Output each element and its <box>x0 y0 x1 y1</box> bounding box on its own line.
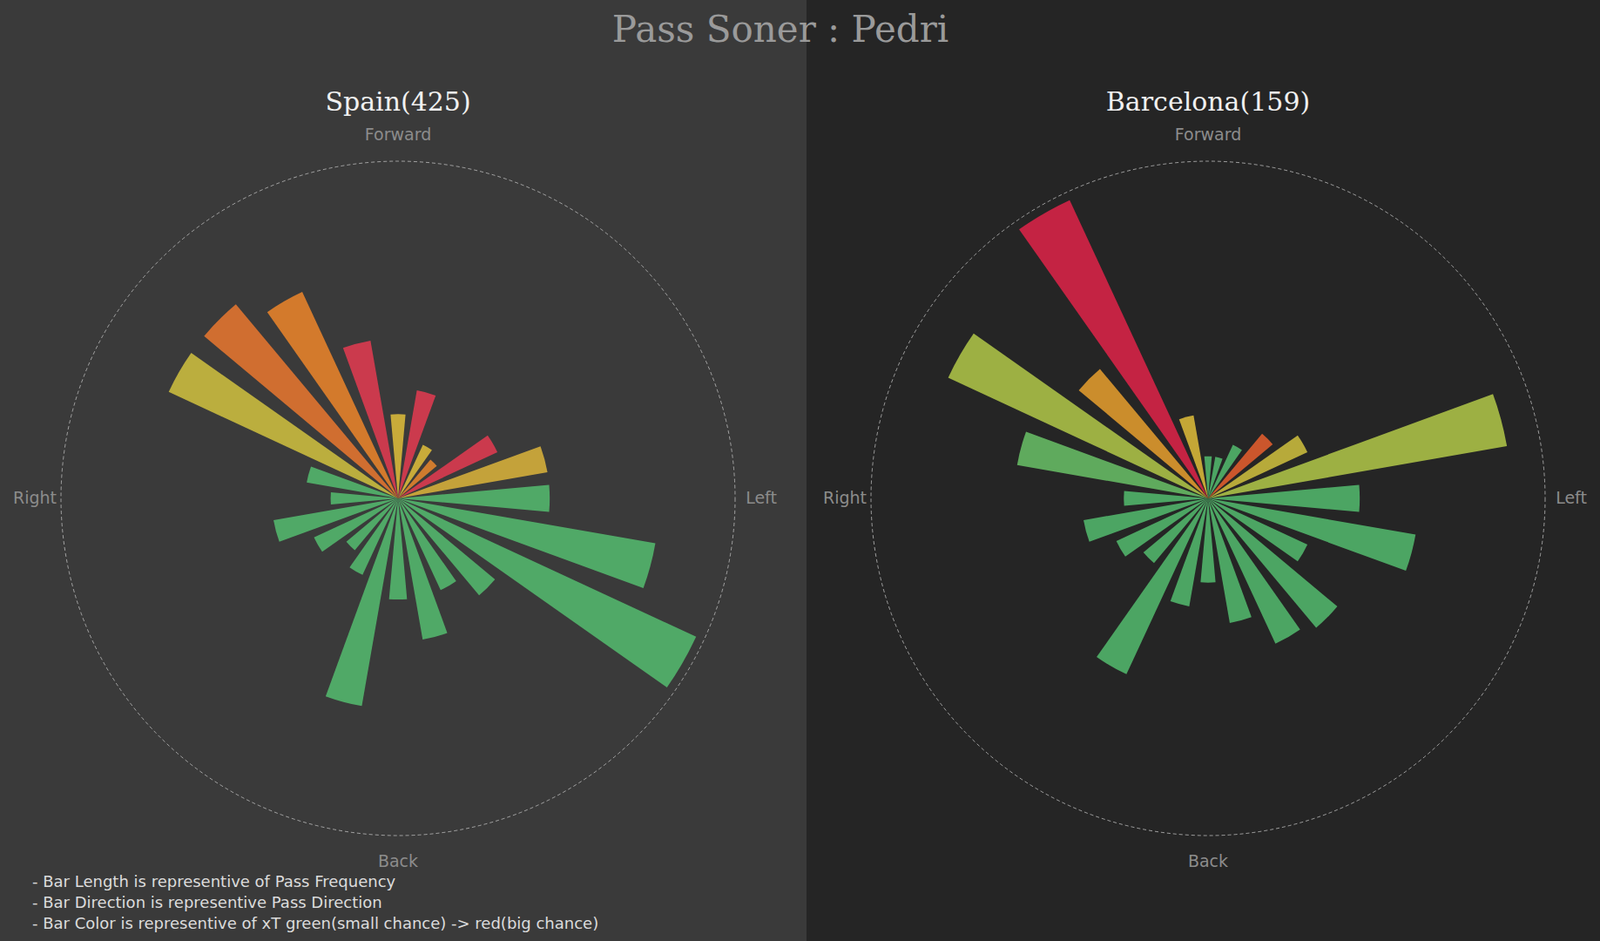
direction-label: Forward <box>364 124 432 144</box>
panel-title: Barcelona(159) <box>1106 86 1310 117</box>
direction-label: Right <box>823 487 867 507</box>
direction-label: Right <box>13 487 57 507</box>
panel-bg <box>0 0 807 941</box>
page: Pass Soner : Pedri Forward Left Back Right Sp… <box>0 0 1600 941</box>
bars <box>948 200 1507 675</box>
direction-label: Left <box>1555 487 1587 507</box>
direction-label: Forward <box>1174 124 1242 144</box>
sonar-bar <box>343 340 399 499</box>
sonar: Forward Left Back Right Spain(425) <box>13 86 777 871</box>
sonar-bar <box>398 498 696 688</box>
sonar-bar <box>398 498 448 640</box>
bars <box>168 291 697 706</box>
direction-label: Back <box>1188 850 1229 871</box>
sonar-bar <box>1208 485 1360 513</box>
note: - Bar Length is representive of Pass Fre… <box>32 871 397 891</box>
sonar-bar <box>330 492 399 505</box>
range-circle <box>60 161 736 836</box>
sonar-bar <box>1179 415 1209 499</box>
note: - Bar Color is representive of xT green(… <box>32 913 599 932</box>
sonar-bar <box>398 485 550 513</box>
sonar-bar <box>1019 200 1209 499</box>
sonar-bar <box>1208 498 1301 644</box>
direction-label: Left <box>745 487 777 507</box>
sonar-bar <box>390 413 406 499</box>
sonar-bar <box>389 498 408 600</box>
sonar-bar <box>267 291 399 499</box>
range-circle <box>870 161 1546 836</box>
sonar-bar <box>1123 490 1209 506</box>
direction-label: Back <box>378 850 419 871</box>
sonar-bar <box>1200 498 1216 583</box>
note: - Bar Direction is representive Pass Dir… <box>32 892 383 912</box>
panel-title: Spain(425) <box>324 86 471 117</box>
sonar-bar <box>273 498 399 542</box>
sonar: Forward Left Back Right Barcelona(159) <box>823 86 1587 871</box>
panel-bg <box>806 0 1600 941</box>
main-title: Pass Soner : Pedri <box>612 7 949 51</box>
sonar-bar <box>1083 498 1209 542</box>
sonar-bar <box>1208 393 1507 499</box>
sonar-bar <box>1204 456 1213 499</box>
sonar-bar <box>1208 498 1252 623</box>
